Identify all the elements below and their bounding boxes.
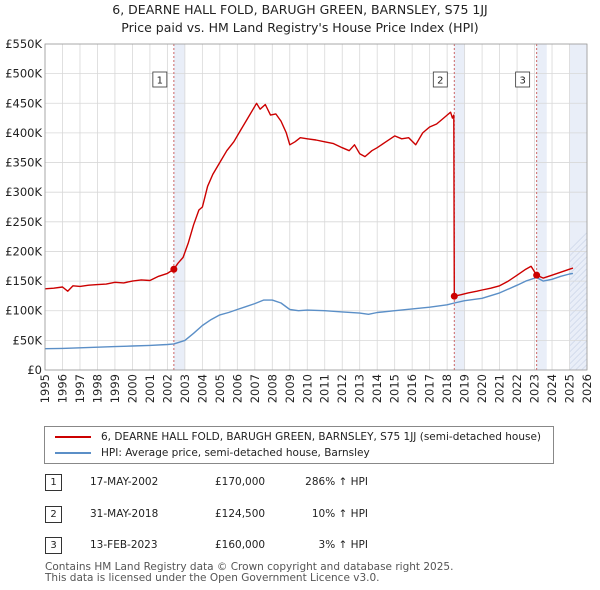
forecast-shade bbox=[569, 44, 587, 370]
y-tick-label: £300K bbox=[5, 185, 42, 199]
hpi-series-line bbox=[44, 272, 574, 350]
y-tick-label: £450K bbox=[5, 96, 42, 110]
x-tick-label: 2016 bbox=[405, 374, 419, 403]
x-tick-label: 2009 bbox=[283, 374, 297, 403]
x-tick-label: 2025 bbox=[563, 374, 577, 403]
x-tick-label: 2003 bbox=[178, 374, 192, 403]
sale-shade-band bbox=[454, 44, 465, 370]
sale-marker-box bbox=[515, 71, 531, 88]
attribution-line1: Contains HM Land Registry data © Crown c… bbox=[45, 561, 454, 573]
x-tick-label: 2011 bbox=[318, 374, 332, 403]
legend-swatch-property bbox=[55, 436, 91, 438]
attribution: Contains HM Land Registry data © Crown c… bbox=[45, 562, 453, 584]
sale-row-3: 3 13-FEB-2023 £160,000 3% ↑ HPI bbox=[45, 537, 585, 555]
legend-label-property: 6, DEARNE HALL FOLD, BARUGH GREEN, BARNS… bbox=[101, 431, 542, 443]
sale-shade-band bbox=[173, 44, 185, 370]
sale-price: £124,500 bbox=[215, 508, 266, 520]
attribution-line2: This data is licensed under the Open Gov… bbox=[45, 572, 380, 584]
legend-label-hpi: HPI: Average price, semi-detached house,… bbox=[101, 447, 370, 459]
y-tick-label: £400K bbox=[5, 126, 42, 140]
sale-date: 31-MAY-2018 bbox=[90, 508, 159, 520]
sale-row-1: 1 17-MAY-2002 £170,000 286% ↑ HPI bbox=[45, 474, 585, 492]
x-tick-label: 2001 bbox=[143, 374, 157, 403]
x-tick-label: 2010 bbox=[300, 374, 314, 403]
property-series-line bbox=[44, 102, 574, 297]
x-tick-label: 1995 bbox=[38, 374, 52, 403]
chart-legend: 6, DEARNE HALL FOLD, BARUGH GREEN, BARNS… bbox=[44, 426, 554, 464]
sale-hpi-change: 10% ↑ HPI bbox=[311, 508, 368, 520]
sale-date: 13-FEB-2023 bbox=[90, 539, 158, 551]
legend-item-property: 6, DEARNE HALL FOLD, BARUGH GREEN, BARNS… bbox=[55, 430, 541, 444]
x-tick-label: 2013 bbox=[353, 374, 367, 403]
sale-marker-box bbox=[152, 71, 168, 88]
x-tick-label: 2008 bbox=[265, 374, 279, 403]
x-tick-label: 1998 bbox=[90, 374, 104, 403]
x-tick-label: 2024 bbox=[545, 374, 559, 403]
x-tick-label: 2012 bbox=[335, 374, 349, 403]
x-tick-label: 2005 bbox=[213, 374, 227, 403]
sale-number: 3 bbox=[45, 537, 62, 554]
sale-marker-label: 3 bbox=[519, 76, 525, 87]
x-tick-label: 2002 bbox=[160, 374, 174, 403]
legend-swatch-hpi bbox=[55, 452, 91, 454]
x-tick-label: 1996 bbox=[55, 374, 69, 403]
forecast-hatch bbox=[569, 310, 587, 329]
sale-shade-band bbox=[536, 44, 547, 370]
sale-price: £160,000 bbox=[215, 539, 266, 551]
forecast-hatch bbox=[594, 44, 600, 370]
x-tick-label: 2017 bbox=[423, 374, 437, 403]
y-tick-label: £350K bbox=[5, 156, 42, 170]
sale-marker-label: 2 bbox=[437, 76, 443, 87]
x-tick-label: 2023 bbox=[528, 374, 542, 403]
y-tick-label: £550K bbox=[5, 37, 42, 51]
plot-frame bbox=[44, 43, 588, 371]
sale-number: 1 bbox=[45, 474, 62, 491]
sale-hpi-change: 3% ↑ HPI bbox=[318, 539, 368, 551]
sale-marker-box bbox=[432, 71, 448, 88]
x-tick-label: 2000 bbox=[125, 374, 139, 403]
chart-title-line2: Price paid vs. HM Land Registry's House … bbox=[121, 20, 479, 35]
x-tick-label: 2007 bbox=[248, 374, 262, 403]
sale-point bbox=[450, 292, 458, 300]
chart-title-line1: 6, DEARNE HALL FOLD, BARUGH GREEN, BARNS… bbox=[112, 2, 488, 17]
y-tick-label: £250K bbox=[5, 215, 42, 229]
x-tick-label: 2021 bbox=[493, 374, 507, 403]
sale-number: 2 bbox=[45, 506, 62, 523]
sale-point bbox=[533, 271, 541, 279]
y-tick-label: £0 bbox=[27, 363, 42, 377]
x-tick-label: 2014 bbox=[370, 374, 384, 403]
x-tick-label: 2015 bbox=[388, 374, 402, 403]
y-tick-label: £50K bbox=[13, 333, 43, 347]
sale-price: £170,000 bbox=[215, 476, 266, 488]
y-tick-label: £500K bbox=[5, 67, 42, 81]
sale-date: 17-MAY-2002 bbox=[90, 476, 159, 488]
sale-point bbox=[170, 265, 178, 273]
x-tick-label: 1999 bbox=[108, 374, 122, 403]
x-tick-label: 2006 bbox=[230, 374, 244, 403]
sale-row-2: 2 31-MAY-2018 £124,500 10% ↑ HPI bbox=[45, 506, 585, 524]
sale-marker-label: 1 bbox=[157, 76, 163, 87]
y-tick-label: £150K bbox=[5, 274, 42, 288]
x-tick-label: 2026 bbox=[580, 374, 594, 403]
x-tick-label: 2004 bbox=[195, 374, 209, 403]
y-tick-label: £100K bbox=[5, 304, 42, 318]
x-tick-label: 2022 bbox=[510, 374, 524, 403]
x-tick-label: 2018 bbox=[440, 374, 454, 403]
x-tick-label: 2020 bbox=[475, 374, 489, 403]
x-tick-label: 2019 bbox=[458, 374, 472, 403]
forecast-hatch bbox=[588, 44, 600, 370]
y-tick-label: £200K bbox=[5, 244, 42, 258]
price-chart: 1 2 3 £0 £50K £100K £150K £200K £250K £300K £350K £… bbox=[5, 37, 600, 403]
sale-hpi-change: 286% ↑ HPI bbox=[305, 476, 368, 488]
forecast-hatch bbox=[569, 304, 587, 323]
legend-item-hpi: HPI: Average price, semi-detached house,… bbox=[55, 446, 370, 460]
x-tick-label: 1997 bbox=[73, 374, 87, 403]
plot-area bbox=[45, 44, 587, 370]
